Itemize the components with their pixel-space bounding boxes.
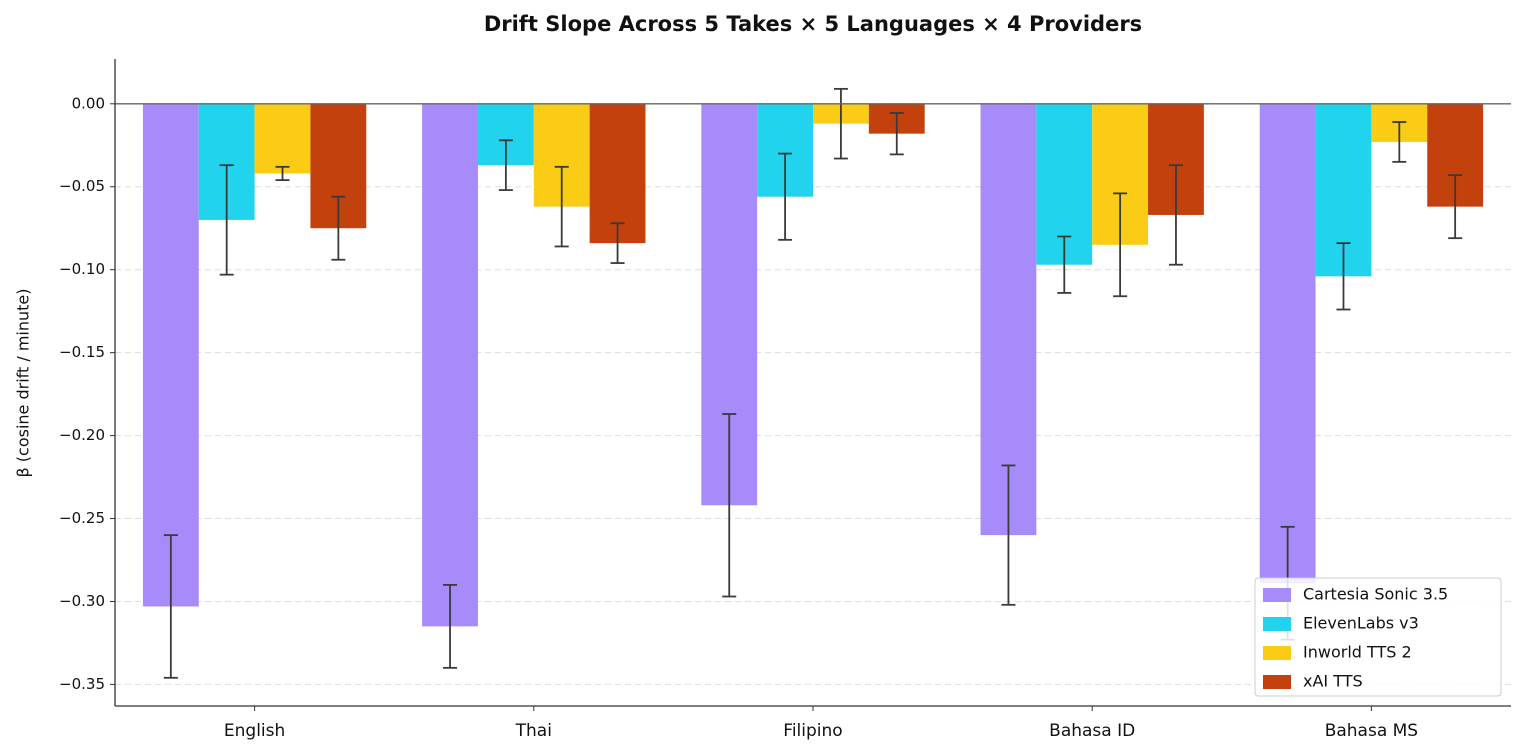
legend-box — [1254, 577, 1502, 697]
error-bar — [1001, 464, 1016, 606]
bar — [589, 103, 646, 244]
error-bar — [443, 583, 458, 669]
y-tick-label: 0.00 — [72, 94, 105, 112]
error-bar — [554, 165, 569, 248]
y-tick-label: −0.20 — [59, 426, 105, 444]
error-bar — [1448, 174, 1463, 240]
legend-swatch — [1263, 646, 1291, 660]
bar — [980, 103, 1037, 536]
legend-swatch — [1263, 675, 1291, 689]
bar — [1259, 103, 1316, 584]
legend-swatch — [1263, 617, 1291, 631]
error-bar — [275, 165, 290, 182]
x-tick-label: Filipino — [783, 721, 842, 741]
x-tick-label: English — [224, 721, 285, 741]
chart-title: Drift Slope Across 5 Takes × 5 Languages… — [484, 12, 1142, 36]
error-bar — [1392, 121, 1407, 163]
legend-label: Cartesia Sonic 3.5 — [1303, 585, 1448, 604]
legend-label: xAI TTS — [1303, 672, 1363, 691]
x-tick-label: Bahasa ID — [1049, 721, 1135, 741]
error-bar — [722, 413, 737, 598]
error-bar — [833, 87, 848, 160]
error-bar — [889, 112, 904, 156]
legend-label: ElevenLabs v3 — [1303, 614, 1419, 633]
error-bar — [610, 222, 625, 264]
y-tick-label: −0.05 — [59, 177, 105, 195]
y-tick-label: −0.30 — [59, 592, 105, 610]
x-tick-label: Bahasa MS — [1325, 721, 1418, 741]
error-bar — [219, 164, 234, 276]
x-tick-label: Thai — [515, 721, 552, 741]
error-bar — [163, 534, 178, 679]
legend-swatch — [1263, 588, 1291, 602]
legend: Cartesia Sonic 3.5 ElevenLabs v3 Inworld T… — [1254, 577, 1502, 697]
y-tick-label: −0.35 — [59, 675, 105, 693]
error-bar — [1336, 242, 1351, 311]
y-tick-label: −0.25 — [59, 509, 105, 527]
error-bar — [1113, 192, 1128, 298]
y-tick-label: −0.15 — [59, 343, 105, 361]
error-bar — [498, 139, 513, 191]
bar — [422, 103, 478, 627]
bar — [254, 103, 311, 174]
y-tick-label: −0.10 — [59, 260, 105, 278]
error-bar — [1168, 164, 1183, 266]
error-bar — [1057, 235, 1072, 294]
error-bar — [778, 152, 793, 241]
error-bar — [331, 195, 346, 261]
y-axis-label: β (cosine drift / minute) — [14, 288, 33, 477]
bar — [142, 103, 199, 607]
legend-label: Inworld TTS 2 — [1303, 643, 1412, 662]
